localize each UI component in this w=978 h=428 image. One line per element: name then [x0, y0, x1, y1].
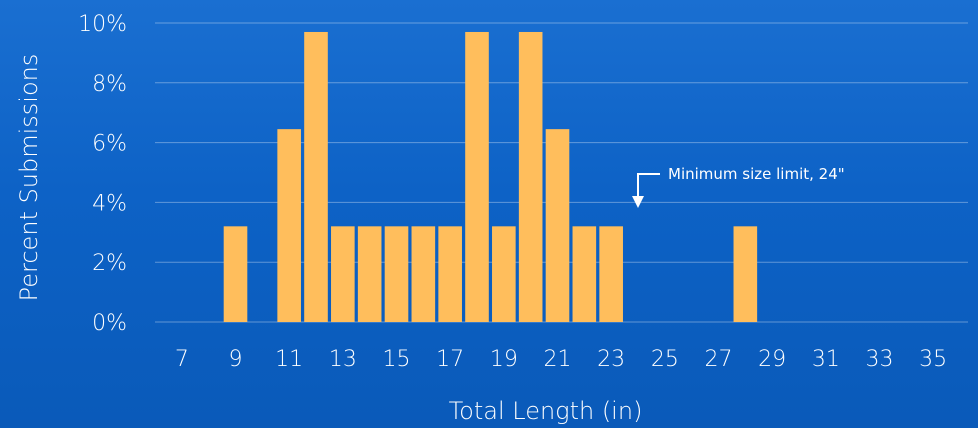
- x-tick-label: 13: [329, 347, 357, 372]
- x-tick-labels: 7 9 11 13 15 17 19 21 23 25 27 29 31 33 35: [175, 347, 947, 372]
- x-tick-label: 33: [866, 347, 894, 372]
- y-tick-label: 4%: [92, 191, 127, 216]
- x-tick-label: 25: [651, 347, 679, 372]
- x-tick-label: 9: [229, 347, 243, 372]
- histogram-bar: [304, 31, 328, 322]
- histogram-bar: [384, 226, 409, 322]
- y-axis-title: Percent Submissions: [15, 54, 43, 302]
- y-tick-label: 2%: [92, 251, 127, 276]
- size-limit-annotation: Minimum size limit, 24": [632, 165, 845, 208]
- histogram-bar: [599, 226, 623, 322]
- histogram-bar: [223, 226, 248, 322]
- x-tick-label: 29: [758, 347, 786, 372]
- bars: [223, 31, 758, 322]
- histogram-bar: [277, 129, 301, 322]
- x-tick-label: 7: [175, 347, 189, 372]
- histogram-bar: [545, 129, 570, 322]
- histogram-bar: [572, 226, 597, 322]
- histogram-bar: [465, 31, 489, 322]
- x-axis-title: Total Length (in): [449, 397, 643, 425]
- y-tick-label: 8%: [92, 72, 127, 97]
- x-tick-label: 23: [597, 347, 625, 372]
- histogram-bar: [357, 226, 382, 322]
- arrow-head-icon: [632, 196, 644, 208]
- x-tick-label: 31: [812, 347, 840, 372]
- histogram-bar: [438, 226, 462, 322]
- histogram-bar: [411, 226, 436, 322]
- x-tick-label: 35: [919, 347, 947, 372]
- y-tick-labels: 0% 2% 4% 6% 8% 10%: [78, 12, 127, 336]
- x-tick-label: 19: [490, 347, 518, 372]
- down-arrow-icon: [637, 173, 660, 198]
- y-tick-label: 6%: [92, 132, 127, 157]
- histogram-bar: [492, 226, 516, 322]
- x-tick-label: 15: [383, 347, 411, 372]
- y-tick-label: 10%: [78, 12, 127, 37]
- x-tick-label: 17: [436, 347, 464, 372]
- size-limit-label: Minimum size limit, 24": [668, 165, 845, 183]
- x-tick-label: 21: [544, 347, 572, 372]
- histogram-bar: [331, 226, 355, 322]
- x-tick-label: 11: [275, 347, 303, 372]
- y-tick-label: 0%: [92, 311, 127, 336]
- x-tick-label: 27: [705, 347, 733, 372]
- histogram-bar: [518, 31, 543, 322]
- histogram-bar: [733, 226, 758, 322]
